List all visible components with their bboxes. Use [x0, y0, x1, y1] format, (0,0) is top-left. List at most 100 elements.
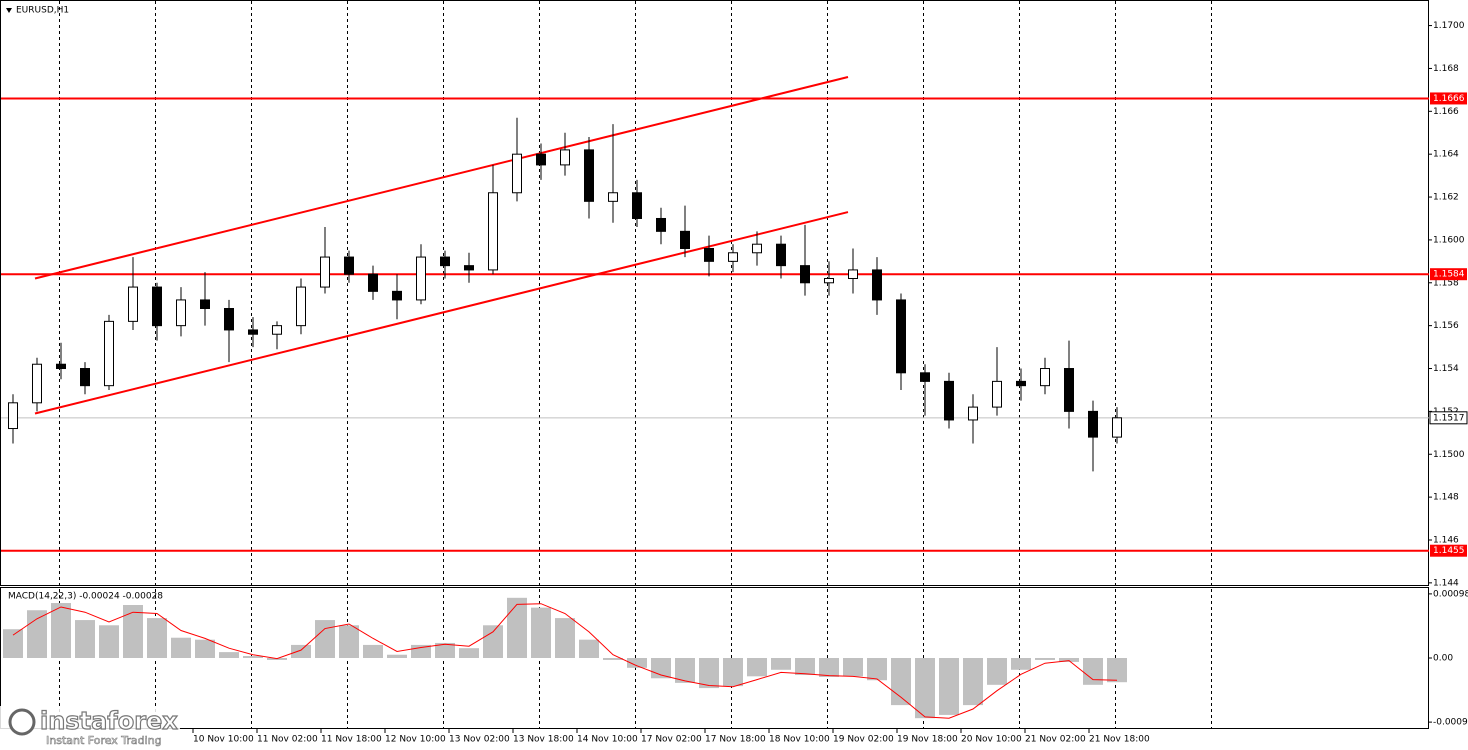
macd-bar: [843, 658, 863, 677]
macd-bar: [435, 642, 455, 658]
x-tick-label: 12 Nov 10:00: [385, 735, 446, 745]
candle-body: [80, 368, 90, 387]
macd-bar: [363, 644, 383, 658]
candle-body: [368, 273, 378, 292]
candle-body: [656, 217, 666, 232]
macd-bar: [315, 620, 335, 658]
candle-body: [344, 256, 354, 275]
y-tick-label: 1.166: [1433, 107, 1459, 117]
candle-body: [800, 265, 810, 284]
level-label: 1.1584: [1433, 270, 1465, 280]
indicator-y-tick-label: 0.00098: [1433, 589, 1468, 599]
logo-icon: [8, 708, 36, 736]
macd-bar: [27, 610, 47, 658]
candle-body: [152, 286, 162, 327]
indicator-title: MACD(14,22,3) -0.00024 -0.00028: [8, 592, 163, 602]
x-tick-label: 13 Nov 02:00: [449, 735, 510, 745]
x-tick-label: 21 Nov 18:00: [1089, 735, 1150, 745]
candle-body: [608, 192, 618, 202]
x-tick-label: 17 Nov 18:00: [705, 735, 766, 745]
main-panel: [0, 0, 1429, 586]
macd-bar: [795, 658, 815, 676]
candle-body: [752, 243, 762, 254]
candle-body: [632, 192, 642, 219]
y-tick-label: 1.154: [1433, 364, 1459, 374]
x-tick-label: 10 Nov 10:00: [193, 735, 254, 745]
candle-body: [32, 363, 42, 404]
macd-bar: [627, 658, 647, 668]
x-tick-label: 20 Nov 10:00: [961, 735, 1022, 745]
logo-tagline: Instant Forex Trading: [46, 734, 162, 747]
macd-bar: [99, 625, 119, 658]
candle-body: [944, 380, 954, 421]
x-tick-label: 19 Nov 02:00: [833, 735, 894, 745]
current-price-box: [1429, 411, 1468, 425]
candle-body: [992, 380, 1002, 408]
macd-bar: [987, 658, 1007, 685]
level-label: 1.1666: [1433, 94, 1465, 104]
macd-bar: [915, 658, 935, 719]
y-tick-label: 1.148: [1433, 493, 1459, 503]
macd-bar: [891, 658, 911, 706]
candle-body: [224, 308, 234, 331]
logo-brand: instaforex: [40, 707, 178, 735]
candle-body: [1016, 380, 1026, 387]
macd-bar: [483, 625, 503, 658]
macd-bar: [819, 658, 839, 677]
y-tick-label: 1.1600: [1433, 235, 1465, 245]
candle-body: [248, 329, 258, 335]
candle-body: [176, 299, 186, 327]
macd-bar: [579, 639, 599, 658]
y-tick-label: 1.146: [1433, 535, 1459, 545]
candle-body: [1064, 368, 1074, 412]
macd-bar: [75, 620, 95, 658]
candle-body: [848, 269, 858, 279]
macd-bar: [123, 605, 143, 658]
candle-body: [920, 372, 930, 382]
candle-body: [56, 363, 66, 370]
candle-body: [392, 290, 402, 301]
candle-body: [416, 256, 426, 301]
candle-body: [680, 230, 690, 249]
level-label: 1.1455: [1433, 546, 1465, 556]
candle-body: [512, 153, 522, 194]
macd-bar: [771, 658, 791, 670]
macd-bar: [531, 607, 551, 658]
macd-bar: [555, 618, 575, 658]
candle-body: [968, 406, 978, 421]
candle-body: [296, 286, 306, 327]
x-tick-label: 11 Nov 02:00: [257, 735, 318, 745]
candle-body: [896, 299, 906, 374]
candle-body: [200, 299, 210, 310]
candle-body: [1040, 368, 1050, 387]
y-tick-label: 1.164: [1433, 150, 1459, 160]
trend-line: [34, 76, 849, 280]
level-box: [1430, 268, 1467, 281]
x-tick-label: 14 Nov 10:00: [577, 735, 638, 745]
macd-bar: [747, 658, 767, 677]
candle-body: [104, 320, 114, 387]
macd-bar: [51, 603, 71, 658]
candle-body: [536, 153, 546, 166]
macd-bar: [1011, 658, 1031, 670]
y-tick-label: 1.158: [1433, 278, 1459, 288]
x-tick-label: 21 Nov 02:00: [1025, 735, 1086, 745]
macd-bar: [171, 637, 191, 658]
candle-body: [1112, 417, 1122, 438]
candle-body: [440, 256, 450, 267]
macd-bar: [195, 639, 215, 658]
y-tick-label: 1.168: [1433, 64, 1459, 74]
candle-body: [8, 402, 18, 430]
candle-body: [704, 247, 714, 262]
y-tick-label: 1.144: [1433, 578, 1459, 588]
trend-line: [34, 211, 849, 415]
candle-body: [584, 149, 594, 202]
x-tick-label: 13 Nov 18:00: [513, 735, 574, 745]
x-tick-label: 19 Nov 18:00: [897, 735, 958, 745]
candle-body: [1088, 410, 1098, 438]
macd-bar: [387, 654, 407, 658]
indicator-y-tick-label: 0.00: [1433, 654, 1453, 664]
